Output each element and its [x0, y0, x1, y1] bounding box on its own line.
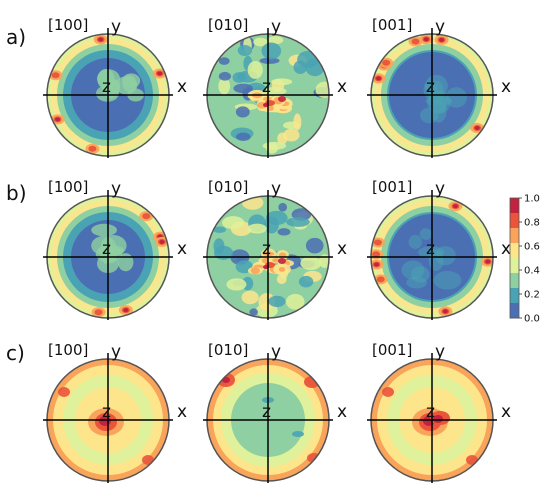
y-axis-label: y — [271, 342, 281, 362]
y-axis-label: y — [271, 179, 281, 199]
colorbar-segment — [510, 258, 519, 274]
z-axis-label: z — [262, 239, 271, 259]
colorbar: 1.0 0.8 0.6 0.4 0.2 0.0 — [509, 194, 540, 325]
colorbar-segment — [510, 273, 519, 289]
x-axis-label: x — [177, 77, 187, 97]
x-axis-label: x — [501, 77, 511, 97]
row-label-c: c) — [6, 341, 25, 365]
pole-figure-a-001: [001] y x z — [367, 16, 511, 158]
direction-label: [001] — [372, 16, 412, 34]
y-axis-label: y — [271, 17, 281, 37]
colorbar-segment — [510, 228, 519, 244]
colorbar-segment — [510, 243, 519, 259]
y-axis-label: y — [435, 179, 445, 199]
colorbar-tick-label: 0.8 — [524, 218, 540, 229]
pole-figure-a-010: [010] y x z — [203, 16, 347, 158]
z-axis-label: z — [102, 239, 111, 259]
pole-figure-c-010: [010] y x z — [203, 341, 347, 483]
y-axis-label: y — [111, 17, 121, 37]
x-axis-label: x — [501, 402, 511, 422]
colorbar-tick-label: 0.0 — [524, 314, 540, 325]
pole-figure-b-100: [100] y x z — [43, 178, 187, 320]
z-axis-label: z — [262, 402, 271, 422]
x-axis-label: x — [177, 239, 187, 259]
direction-label: [100] — [48, 16, 88, 34]
x-axis-label: x — [337, 239, 347, 259]
direction-label: [010] — [208, 341, 248, 359]
direction-label: [100] — [48, 341, 88, 359]
z-axis-label: z — [262, 77, 271, 97]
row-label-a: a) — [6, 25, 26, 49]
z-axis-label: z — [426, 402, 435, 422]
row-label-b: b) — [6, 181, 27, 205]
colorbar-segment — [510, 198, 519, 214]
z-axis-label: z — [426, 239, 435, 259]
z-axis-label: z — [102, 77, 111, 97]
y-axis-label: y — [435, 17, 445, 37]
colorbar-tick-label: 0.4 — [524, 266, 540, 277]
x-axis-label: x — [337, 77, 347, 97]
colorbar-segment — [510, 213, 519, 229]
x-axis-label: x — [501, 239, 511, 259]
colorbar-segment — [510, 303, 519, 319]
colorbar-tick-label: 0.6 — [524, 242, 540, 253]
x-axis-label: x — [177, 402, 187, 422]
direction-label: [100] — [48, 178, 88, 196]
pole-figure-b-010: [010] y x z — [203, 178, 347, 320]
y-axis-label: y — [111, 179, 121, 199]
colorbar-tick-label: 1.0 — [524, 194, 540, 205]
pole-figure-c-001: [001] y x z — [367, 341, 511, 483]
y-axis-label: y — [111, 342, 121, 362]
z-axis-label: z — [102, 402, 111, 422]
direction-label: [001] — [372, 341, 412, 359]
pole-figure-b-001: [001] y x z — [367, 178, 511, 320]
x-axis-label: x — [337, 402, 347, 422]
y-axis-label: y — [435, 342, 445, 362]
direction-label: [001] — [372, 178, 412, 196]
colorbar-tick-label: 0.2 — [524, 290, 540, 301]
z-axis-label: z — [426, 77, 435, 97]
colorbar-segment — [510, 288, 519, 304]
direction-label: [010] — [208, 178, 248, 196]
pole-figure-c-100: [100] y x z — [43, 341, 187, 483]
direction-label: [010] — [208, 16, 248, 34]
pole-figure-a-100: [100] y x z — [43, 16, 187, 158]
